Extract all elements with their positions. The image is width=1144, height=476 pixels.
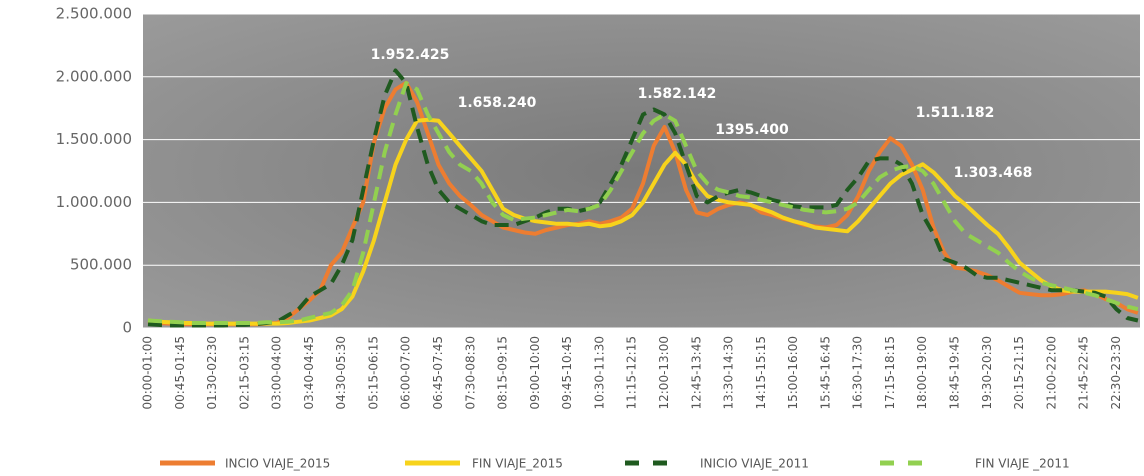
x-tick-label: 03:40-04:45 [302,336,316,410]
annotation: 1.658.240 [458,95,537,111]
x-tick-label: 12:45-13:45 [689,336,703,410]
series-line [147,68,1139,328]
x-tick-label: 17:15-18:15 [883,336,897,410]
x-tick-label: 14:15-15:15 [754,336,768,410]
legend-label: INCIO VIAJE_2015 [225,457,330,471]
x-tick-label: 04:30-05:30 [334,336,348,410]
x-tick-label: 20:15-21:15 [1012,336,1026,410]
x-tick-label: 18:45-19:45 [948,336,962,410]
annotation: 1.582.142 [638,86,717,102]
x-tick-label: 22:30-23:30 [1109,336,1123,410]
x-tick-label: 13:30-14:30 [722,336,736,410]
y-tick-label: 500.000 [70,256,132,274]
x-tick-label: 09:45-10:45 [560,336,574,410]
x-tick-label: 08:15-09:15 [496,336,510,410]
x-tick-label: 06:00-07:00 [399,336,413,410]
x-tick-label: 12:00-13:00 [657,336,671,410]
annotation: 1.952.425 [371,47,450,63]
x-tick-label: 15:00-16:00 [786,336,800,410]
y-tick-label: 2.500.000 [56,5,132,23]
x-tick-label: 05:15-06:15 [366,336,380,410]
x-tick-label: 02:15-03:15 [237,336,251,410]
y-tick-label: 2.000.000 [56,67,132,85]
x-tick-label: 00:45-01:45 [173,336,187,410]
x-tick-label: 11:15-12:15 [625,336,639,410]
x-tick-label: 21:45-22:45 [1077,336,1091,410]
x-tick-label: 21:00-22:00 [1044,336,1058,410]
annotation: 1.511.182 [916,105,995,121]
series-line [147,81,1139,325]
x-tick-label: 16:30-17:30 [851,336,865,410]
x-tick-label: 06:45-07:45 [431,336,445,410]
legend-label: INICIO VIAJE_2011 [700,457,809,471]
x-tick-label: 01:30-02:30 [205,336,219,410]
x-tick-label: 00:00-01:00 [141,336,155,410]
x-tick-label: 10:30-11:30 [592,336,606,410]
y-tick-label: 1.500.000 [56,130,132,148]
y-tick-label: 1.000.000 [56,193,132,211]
annotation: 1395.400 [715,122,789,138]
series-line [147,117,1139,326]
x-tick-label: 15:45-16:45 [818,336,832,410]
x-tick-label: 03:00-04:00 [270,336,284,410]
annotation: 1.303.468 [954,165,1033,181]
legend-label: FIN VIAJE _2011 [975,457,1070,471]
y-tick-label: 0 [122,319,132,337]
x-tick-label: 09:00-10:00 [528,336,542,410]
x-tick-label: 19:30-20:30 [980,336,994,410]
x-tick-label: 18:00-19:00 [915,336,929,410]
x-tick-label: 07:30-08:30 [463,336,477,410]
legend-label: FIN VIAJE_2015 [472,457,563,471]
